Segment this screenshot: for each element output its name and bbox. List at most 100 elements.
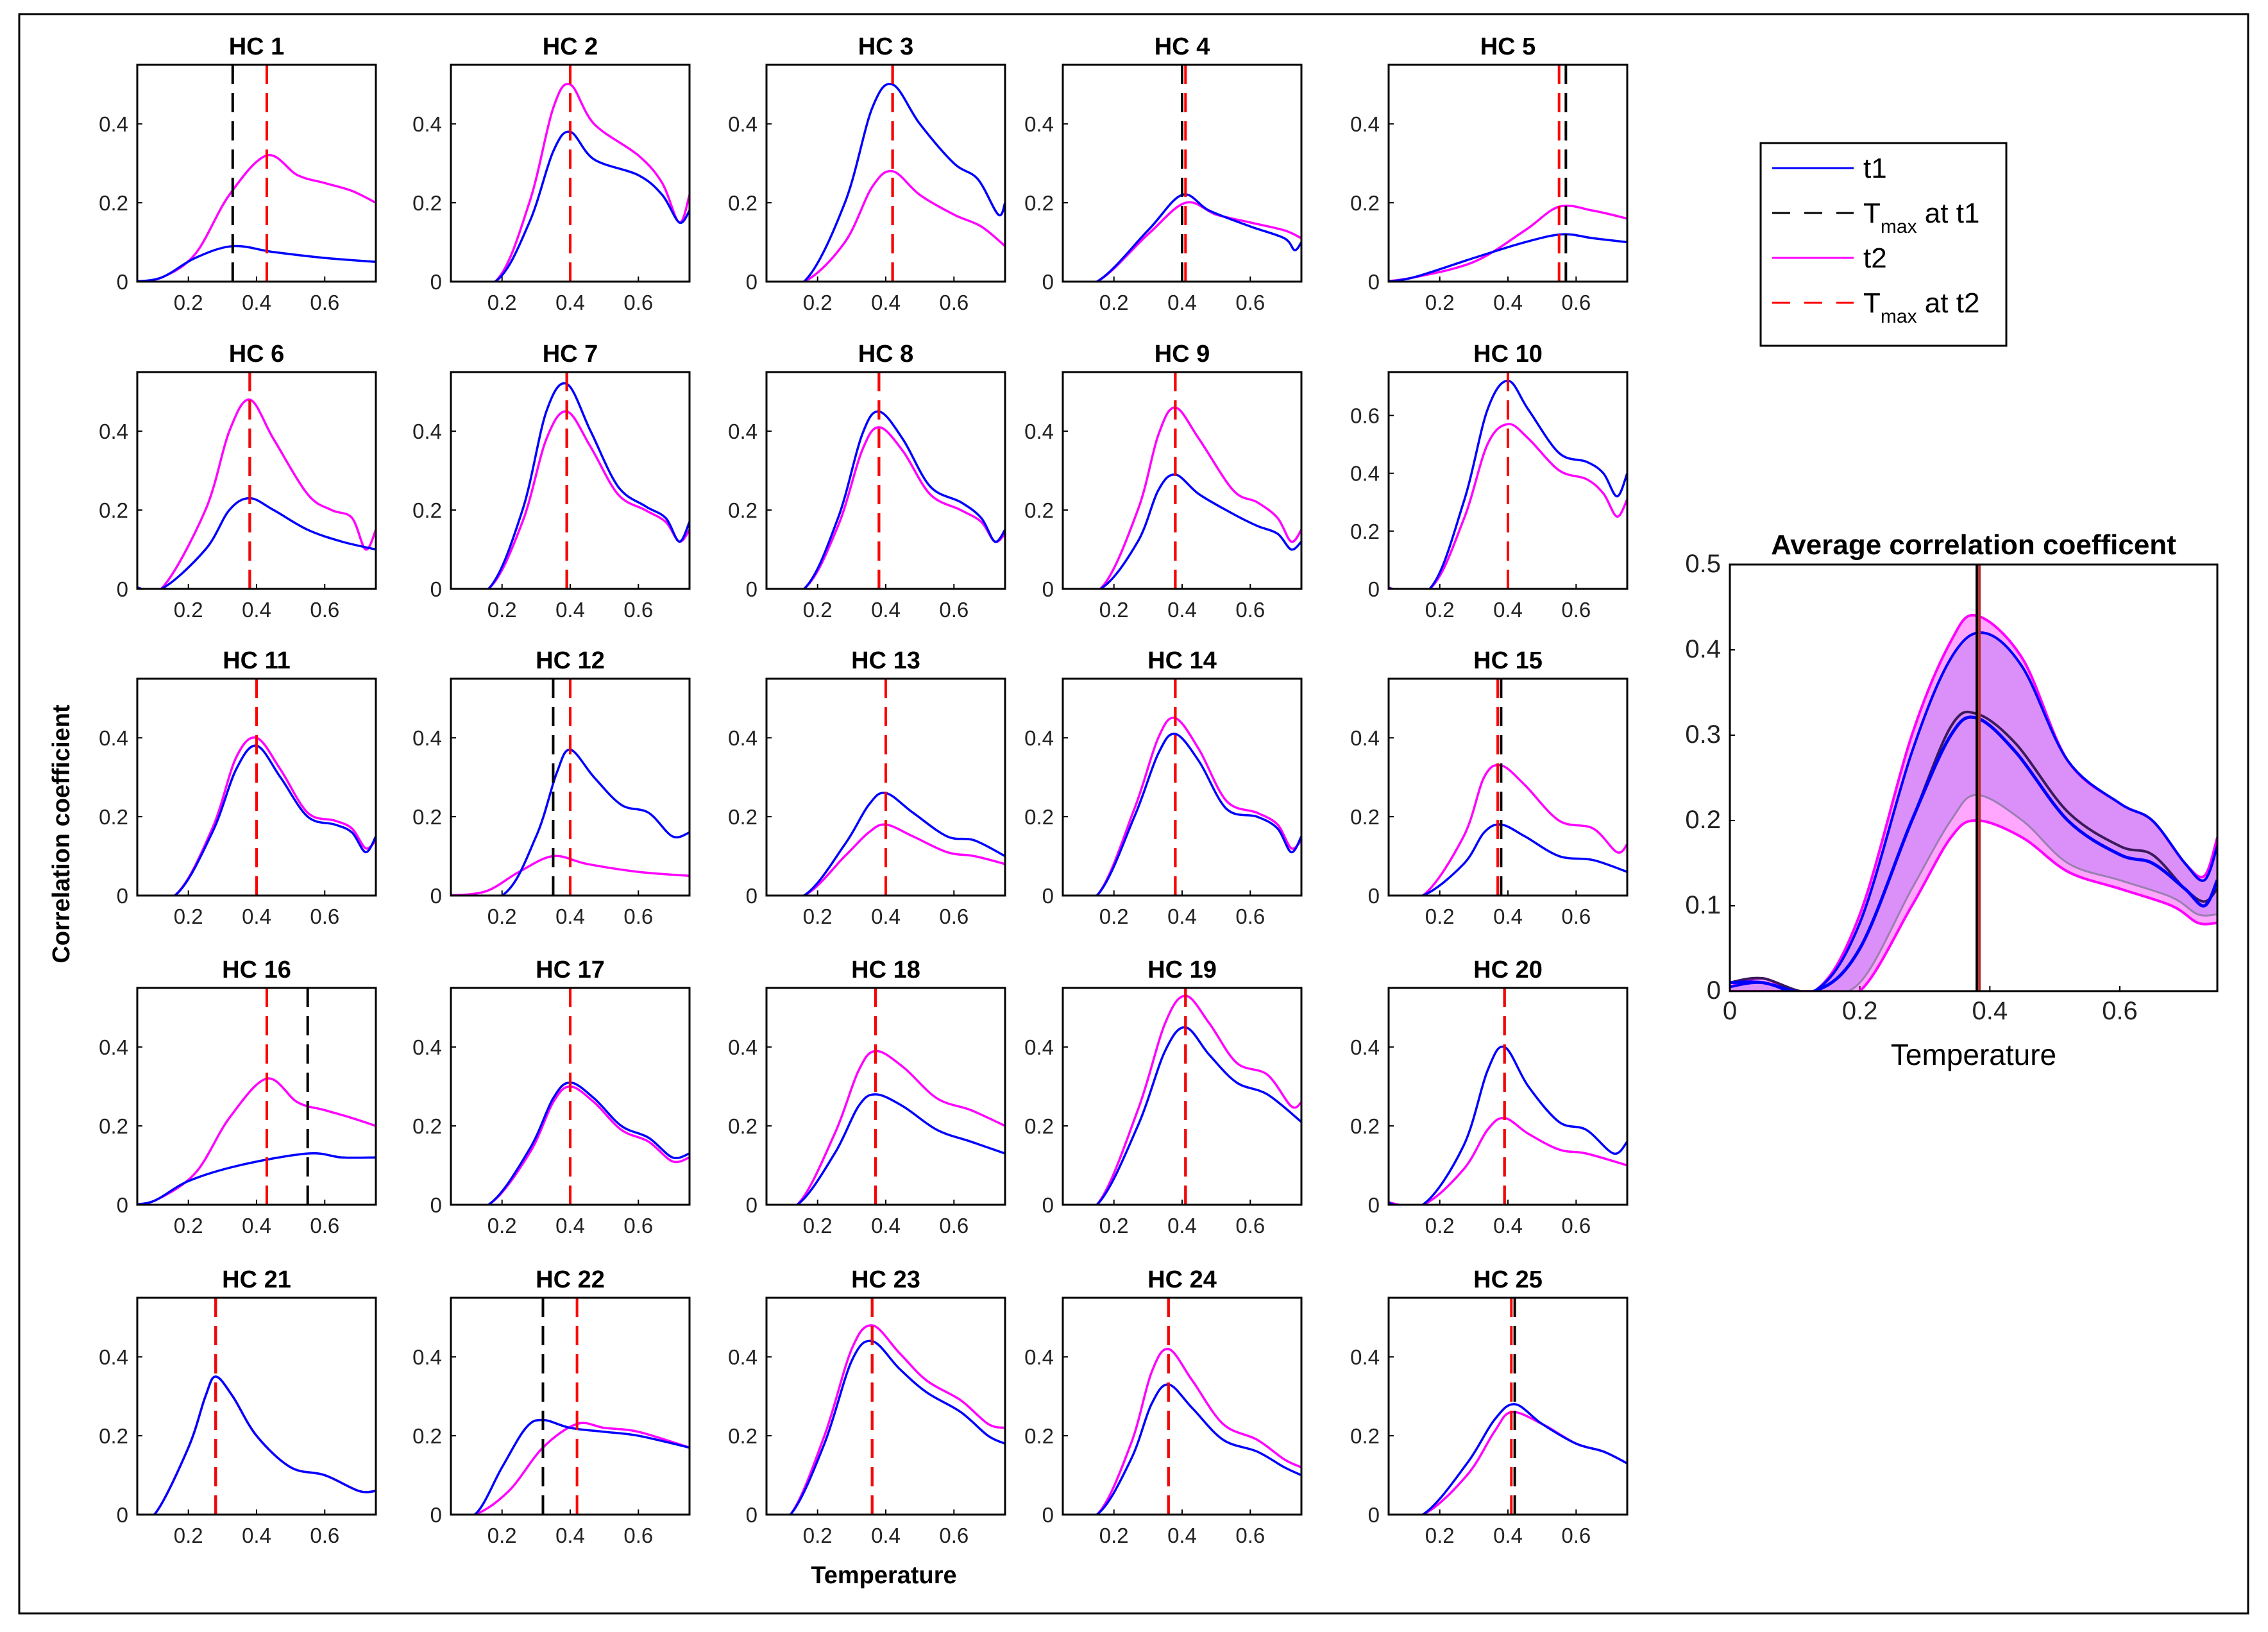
y-tick-label: 0.2: [99, 805, 128, 829]
legend-suffix: at t2: [1917, 287, 1980, 319]
y-tick-label: 0: [746, 884, 757, 908]
y-axis-label: Correlation coefficient: [48, 704, 75, 964]
legend-label-1: Tmax at t1: [1863, 198, 1979, 237]
x-tick-label: 0.4: [1167, 291, 1197, 314]
y-tick-label: 0.2: [1024, 1424, 1054, 1448]
t1-line: [1063, 473, 1301, 589]
t2-line: [802, 426, 1005, 589]
subplot-hc-20: HC 20 0.2 0.4 0.6 0 0.2 0.4: [1350, 956, 1629, 1237]
subplot-hc-18: HC 18 0.2 0.4 0.6 0 0.2 0.4: [728, 956, 1006, 1237]
subplot-hc-21: HC 21 0.2 0.4 0.6 0 0.2 0.4: [99, 1266, 377, 1547]
x-tick-label: 0.4: [1972, 997, 2008, 1025]
axes-frame: [1062, 1296, 1303, 1516]
subplot-grid: HC 1 0.2 0.4 0.6 0 0.2 0.4 HC 2 0.2 0.4 0.6 0 0.2 0.4…: [99, 33, 1629, 1547]
y-tick-label: 0.4: [1350, 112, 1380, 136]
x-tick-label: 0.4: [555, 1214, 585, 1237]
y-tick-label: 0.4: [1024, 1345, 1054, 1369]
y-tick-label: 0: [1368, 1193, 1380, 1217]
plot-area: [766, 1298, 1005, 1515]
x-tick-label: 0.4: [1167, 598, 1197, 622]
axes-frame: [765, 987, 1006, 1206]
subplot-title: HC 9: [1155, 341, 1210, 368]
y-tick-label: 0: [1042, 1193, 1054, 1217]
y-tick-label: 0: [1368, 884, 1380, 908]
subplot-title: HC 14: [1147, 647, 1217, 674]
y-tick-label: 0.4: [728, 112, 757, 136]
axes-frame: [1387, 64, 1629, 283]
subplot-hc-25: HC 25 0.2 0.4 0.6 0 0.2 0.4: [1350, 1266, 1629, 1547]
y-tick-label: 0: [1368, 577, 1380, 601]
y-tick-label: 0.2: [1024, 498, 1054, 522]
y-tick-label: 0: [1042, 270, 1054, 294]
x-tick-label: 0.2: [174, 1524, 203, 1547]
subplot-hc-1: HC 1 0.2 0.4 0.6 0 0.2 0.4: [99, 33, 377, 314]
y-tick-label: 0.2: [99, 1114, 128, 1138]
t2-line: [766, 169, 1005, 282]
axes-frame: [765, 64, 1006, 283]
subplot-hc-5: HC 5 0.2 0.4 0.6 0 0.2 0.4: [1350, 33, 1629, 314]
subplot-hc-12: HC 12 0.2 0.4 0.6 0 0.2 0.4: [412, 647, 691, 928]
y-tick-label: 0.2: [1350, 805, 1380, 829]
y-tick-label: 0: [430, 1503, 442, 1527]
axes-frame: [450, 371, 691, 590]
y-tick-label: 0.4: [1024, 420, 1054, 443]
plot-area: [137, 65, 376, 282]
t1-line: [1095, 1026, 1301, 1205]
x-tick-label: 0.2: [487, 1524, 517, 1547]
x-tick-label: 0.6: [939, 1214, 969, 1237]
subplot-hc-4: HC 4 0.2 0.4 0.6 0 0.2 0.4: [1024, 33, 1303, 314]
t1-line: [802, 83, 1005, 282]
x-tick-label: 0.4: [555, 291, 585, 314]
plot-area: [1063, 988, 1301, 1205]
t1-line: [1389, 379, 1627, 589]
x-tick-label: 0: [1723, 997, 1737, 1025]
plot-area: [1063, 679, 1301, 896]
plot-area: [451, 1298, 690, 1515]
x-tick-label: 0.2: [487, 905, 517, 928]
y-tick-label: 0.4: [728, 1345, 757, 1369]
subplot-title: HC 23: [851, 1266, 920, 1293]
legend: t1 Tmax at t1 t2 Tmax at t2: [1759, 142, 2008, 347]
subplot-hc-10: HC 10 0.2 0.4 0.6 0 0.2 0.4 0.6: [1350, 341, 1629, 622]
y-tick-label: 0: [117, 884, 128, 908]
axes-frame: [1387, 987, 1629, 1206]
x-tick-label: 0.2: [803, 598, 833, 622]
x-tick-label: 0.6: [310, 598, 339, 622]
y-tick-label: 0.4: [412, 420, 442, 443]
subplot-title: HC 22: [536, 1266, 605, 1293]
x-tick-label: 0.2: [1099, 291, 1129, 314]
x-tick-label: 0.4: [1167, 1524, 1197, 1547]
y-tick-label: 0.4: [412, 1035, 442, 1059]
axes-frame: [1729, 563, 2219, 992]
y-tick-label: 0.4: [99, 726, 128, 750]
subplot-hc-15: HC 15 0.2 0.4 0.6 0 0.2 0.4: [1350, 647, 1629, 928]
axes-frame: [1387, 1296, 1629, 1516]
x-tick-label: 0.2: [1099, 905, 1129, 928]
axes-frame: [765, 677, 1006, 897]
y-tick-label: 0.4: [1685, 635, 1721, 663]
y-tick-label: 0.2: [1685, 806, 1721, 834]
x-tick-label: 0.6: [310, 291, 339, 314]
legend-label-0: t1: [1863, 153, 1887, 184]
y-tick-label: 0.4: [728, 726, 757, 750]
y-tick-label: 0.2: [99, 191, 128, 215]
x-tick-label: 0.6: [310, 1214, 339, 1237]
plot-area: [1730, 565, 2217, 991]
y-tick-label: 0.4: [1350, 1035, 1380, 1059]
y-tick-label: 0.3: [1685, 720, 1721, 749]
subplot-title: HC 12: [536, 647, 605, 674]
average-plot: Average correlation coefficent 0 0.2 0.4 0.6…: [1685, 529, 2219, 1071]
x-tick-label: 0.2: [803, 291, 833, 314]
subplot-hc-17: HC 17 0.2 0.4 0.6 0 0.2 0.4: [412, 956, 691, 1237]
y-tick-label: 0: [1368, 1503, 1380, 1527]
subplot-title: HC 20: [1473, 956, 1543, 983]
x-tick-label: 0.2: [174, 1214, 203, 1237]
t2-line: [493, 83, 690, 282]
y-tick-label: 0.2: [1350, 191, 1380, 215]
y-tick-label: 0.2: [728, 805, 757, 829]
x-tick-label: 0.6: [1235, 1214, 1265, 1237]
x-tick-label: 0.6: [1561, 291, 1591, 314]
y-tick-label: 0.4: [412, 1345, 442, 1369]
axes-frame: [1062, 371, 1303, 590]
